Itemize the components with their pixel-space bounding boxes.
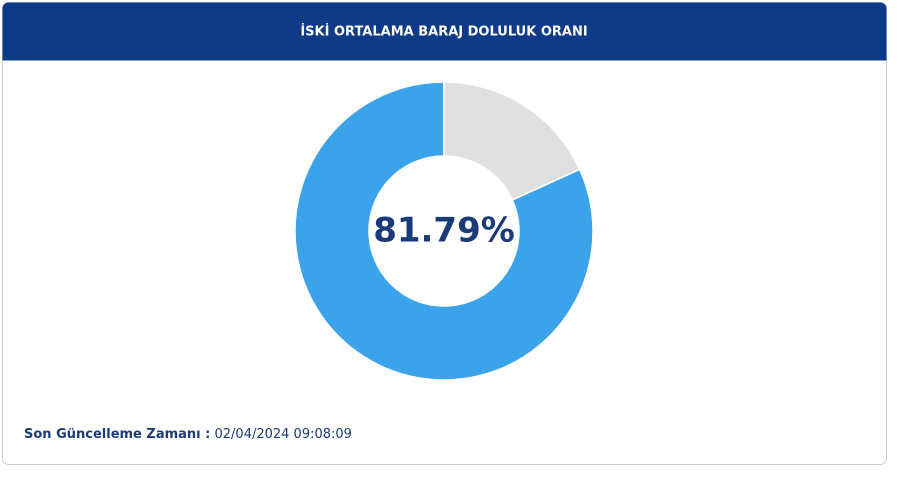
header — [2, 2, 887, 61]
chart-title: İSKİ ORTALAMA BARAJ DOLULUK ORANI — [300, 24, 587, 40]
footer-label: Son Güncelleme Zamanı : — [24, 427, 210, 442]
donut — [294, 81, 594, 381]
donut-segment — [294, 81, 594, 381]
center-label: 81.79% — [373, 211, 515, 251]
footer: Son Güncelleme Zamanı : 02/04/2024 09:08… — [24, 427, 352, 442]
donut-segment — [443, 81, 581, 201]
footer-value: 02/04/2024 09:08:09 — [215, 427, 352, 442]
